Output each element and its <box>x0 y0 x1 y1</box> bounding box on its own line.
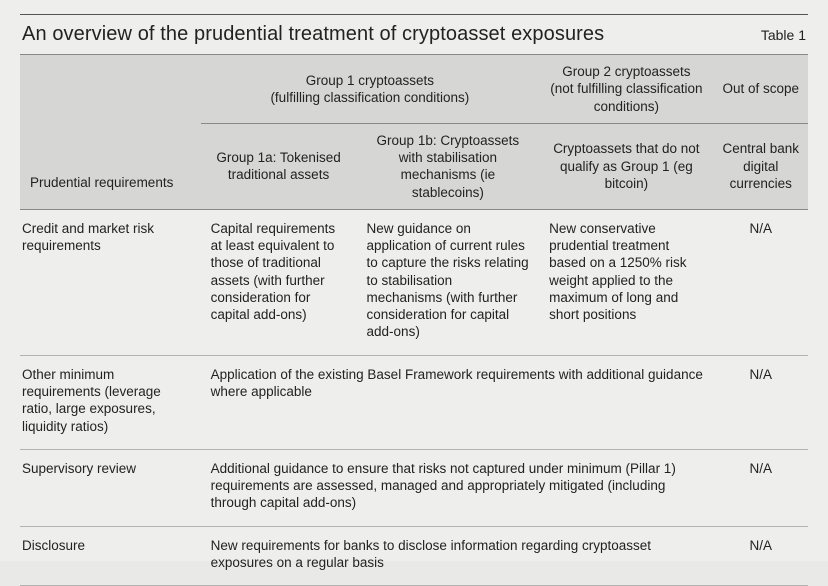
col-header-group1a: Group 1a: Tokenised traditional assets <box>201 123 357 209</box>
cell-out-of-scope: N/A <box>714 209 808 355</box>
cell-g2: New conservative prudential treatment ba… <box>539 209 713 355</box>
cell-requirement: Other minimum requirements (leverage rat… <box>20 355 201 449</box>
table-row: Supervisory reviewAdditional guidance to… <box>20 449 808 526</box>
page: An overview of the prudential treatment … <box>0 0 828 561</box>
cell-requirement: Supervisory review <box>20 449 201 526</box>
table-row: DisclosureNew requirements for banks to … <box>20 526 808 586</box>
cell-requirement: Credit and market risk requirements <box>20 209 201 355</box>
page-title: An overview of the prudential treatment … <box>22 23 604 46</box>
col-header-group1b: Group 1b: Cryptoassets with stabilisatio… <box>357 123 540 209</box>
cell-requirement: Disclosure <box>20 526 201 586</box>
cell-g1b: New guidance on application of current r… <box>357 209 540 355</box>
col-header-out-of-scope: Out of scope <box>714 55 808 124</box>
table-row: Other minimum requirements (leverage rat… <box>20 355 808 449</box>
cell-out-of-scope: N/A <box>714 449 808 526</box>
col-header-oos-sub: Central bank digital currencies <box>714 123 808 209</box>
col-header-group2-sub: Cryptoassets that do not qualify as Grou… <box>539 123 713 209</box>
cell-out-of-scope: N/A <box>714 526 808 586</box>
col-header-requirements: Prudential requirements <box>20 55 201 210</box>
top-rule <box>20 14 808 15</box>
col-header-group1: Group 1 cryptoassets (fulfilling classif… <box>201 55 540 124</box>
table-label: Table 1 <box>761 27 806 43</box>
title-row: An overview of the prudential treatment … <box>20 21 808 54</box>
table-body: Credit and market risk requirementsCapit… <box>20 209 808 585</box>
cell-merged: Application of the existing Basel Framew… <box>201 355 714 449</box>
cell-out-of-scope: N/A <box>714 355 808 449</box>
cell-merged: New requirements for banks to disclose i… <box>201 526 714 586</box>
cell-g1a: Capital requirements at least equivalent… <box>201 209 357 355</box>
col-header-group2: Group 2 cryptoassets (not fulfilling cla… <box>539 55 713 124</box>
prudential-table: Prudential requirements Group 1 cryptoas… <box>20 54 808 586</box>
table-row: Credit and market risk requirementsCapit… <box>20 209 808 355</box>
cell-merged: Additional guidance to ensure that risks… <box>201 449 714 526</box>
